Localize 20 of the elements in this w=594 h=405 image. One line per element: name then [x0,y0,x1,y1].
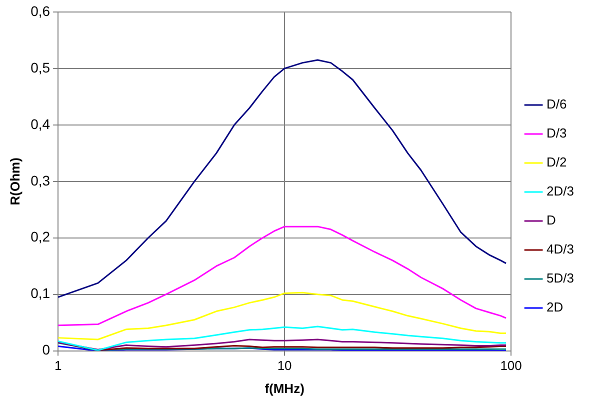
y-tick-label: 0,2 [30,228,50,245]
legend-label: 2D/3 [546,184,574,199]
y-tick-label: 0,5 [30,59,50,76]
y-tick-label: 0 [42,342,50,358]
x-tick-label: 100 [500,358,522,374]
legend-label: 2D [546,300,564,315]
x-axis-title: f(MHz) [264,380,304,396]
x-tick-label: 1 [54,358,62,374]
y-tick-label: 0,3 [30,172,50,188]
y-axis-title: R(Ohm) [7,158,22,206]
legend-label: D/2 [546,154,567,170]
legend-label: D/3 [546,126,567,141]
x-tick-label: 10 [277,358,292,374]
legend-label: 4D/3 [546,242,574,257]
y-tick-label: 0,4 [30,116,50,132]
legend-label: D [546,212,556,228]
legend-label: D/6 [546,96,567,112]
y-tick-label: 0,1 [30,285,50,302]
legend-label: 5D/3 [546,270,574,286]
y-tick-label: 0,6 [30,2,50,19]
